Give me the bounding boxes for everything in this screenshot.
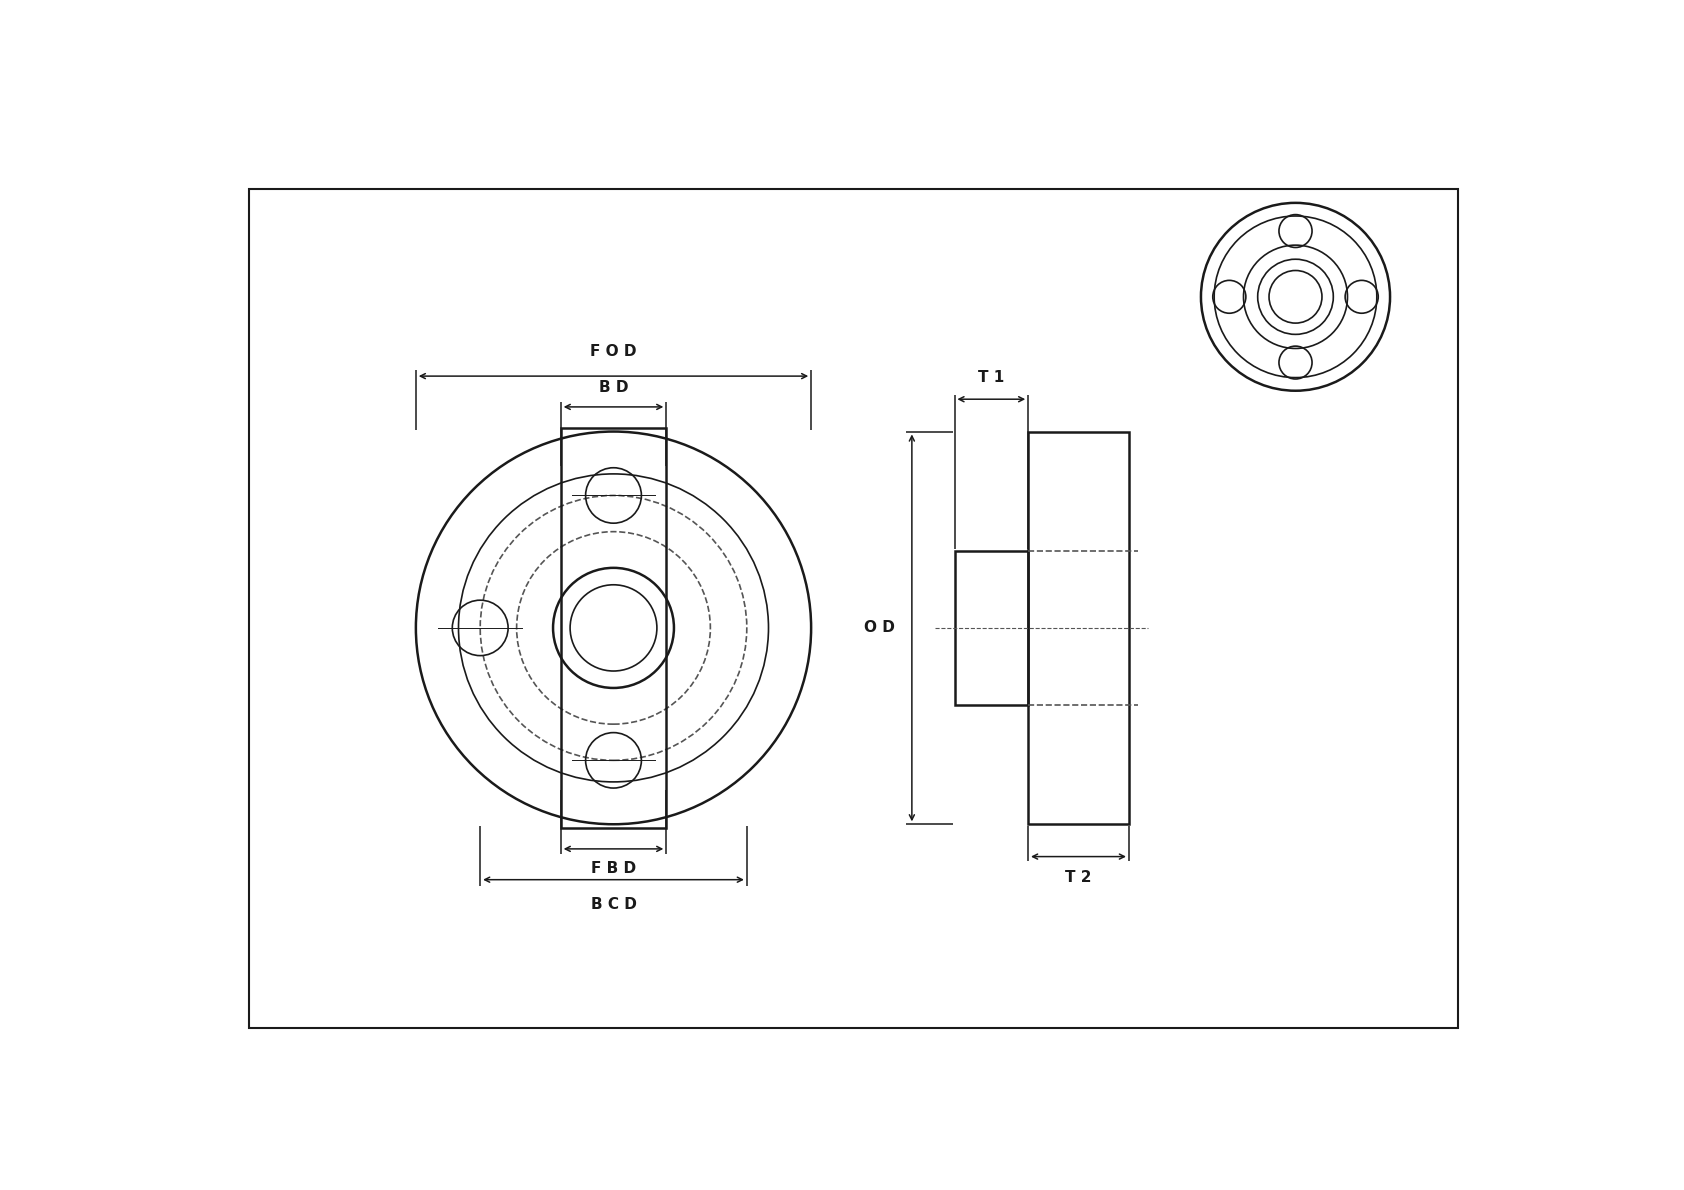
Text: T 2: T 2 [1066, 870, 1091, 885]
Bar [1029, 432, 1128, 825]
Text: B D: B D [600, 380, 628, 395]
Text: T 1: T 1 [978, 370, 1004, 386]
Text: F B D: F B D [591, 862, 637, 876]
Text: F O D: F O D [591, 344, 637, 359]
Bar [955, 551, 1029, 704]
Text: O D: O D [864, 620, 894, 635]
Text: B C D: B C D [591, 896, 637, 912]
Bar [561, 427, 667, 828]
